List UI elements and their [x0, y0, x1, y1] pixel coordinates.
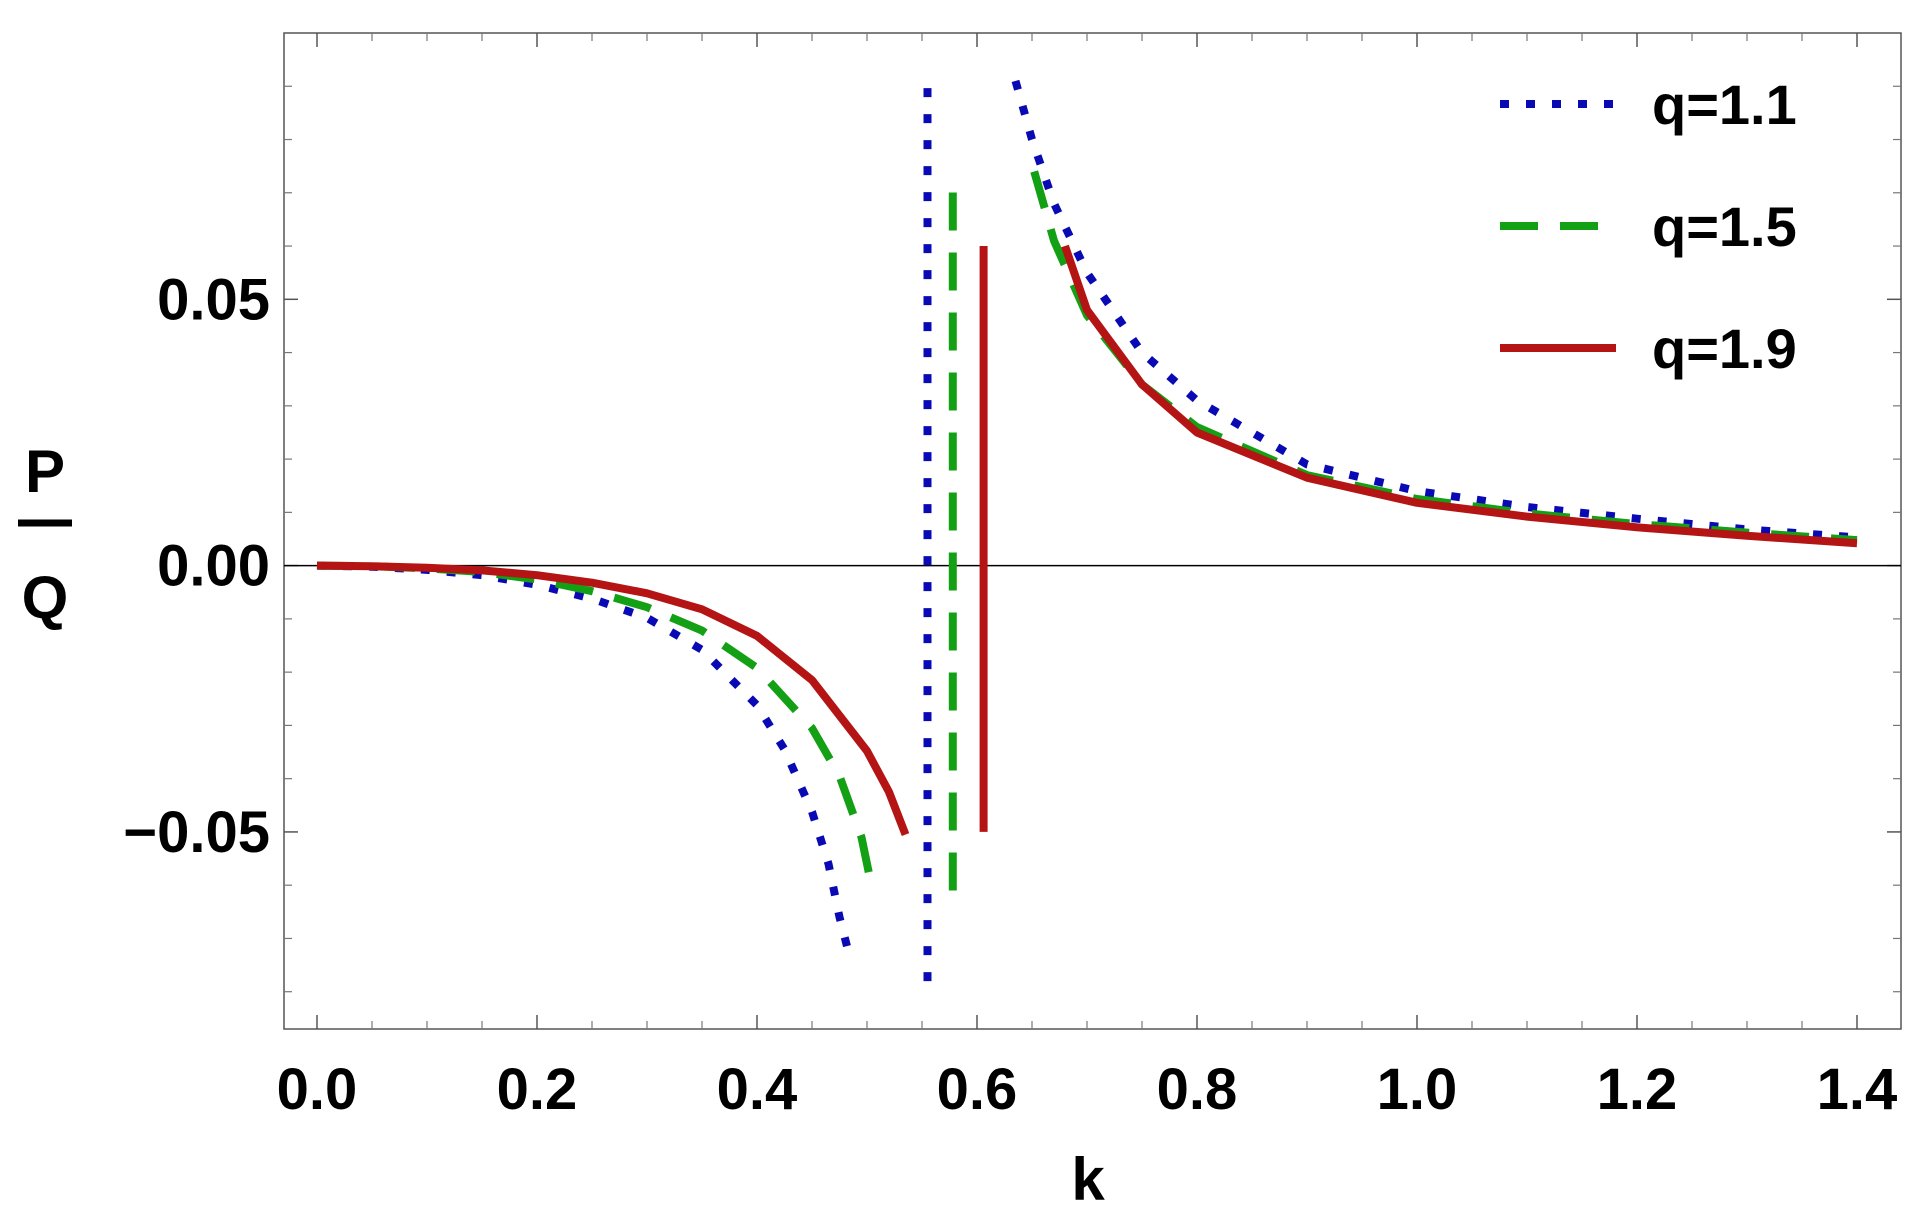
x-tick-label: 1.4 — [1817, 1057, 1898, 1122]
x-tick-label: 0.4 — [717, 1057, 798, 1122]
legend-label: q=1.5 — [1652, 195, 1797, 258]
series-q=1.1 — [316, 79, 1858, 982]
y-axis-title: P Q — [18, 438, 72, 631]
series-line — [316, 561, 910, 837]
x-tick-label: 0.6 — [937, 1057, 1018, 1122]
y-tick-label: 0.00 — [157, 534, 270, 599]
y-tick-labels: −0.05 0.00 0.05 — [123, 267, 270, 865]
legend-label: q=1.9 — [1652, 317, 1797, 380]
legend-label: q=1.1 — [1652, 73, 1797, 136]
y-axis-title-numerator: P — [25, 438, 65, 505]
x-tick-label: 1.2 — [1597, 1057, 1678, 1122]
x-tick-labels: 0.0 0.2 0.4 0.6 0.8 1.0 1.2 1.4 — [277, 1057, 1898, 1122]
series-line — [316, 561, 855, 961]
series-layer — [316, 79, 1858, 982]
x-tick-label: 0.2 — [497, 1057, 578, 1122]
series-line — [316, 561, 877, 892]
legend: q=1.1 q=1.5 q=1.9 — [1500, 73, 1797, 380]
y-tick-label: 0.05 — [157, 267, 270, 332]
x-tick-label: 1.0 — [1377, 1057, 1458, 1122]
x-axis-title: k — [1071, 1146, 1105, 1206]
x-tick-label: 0.0 — [277, 1057, 358, 1122]
y-tick-label: −0.05 — [123, 800, 270, 865]
series-line — [1061, 244, 1858, 548]
minor-ticks — [284, 33, 1901, 1029]
series-line — [1011, 79, 1858, 542]
x-tick-label: 0.8 — [1157, 1057, 1238, 1122]
series-q=1.9 — [316, 244, 1858, 837]
y-axis-title-denominator: Q — [22, 564, 69, 631]
plot-frame — [283, 32, 1902, 1030]
